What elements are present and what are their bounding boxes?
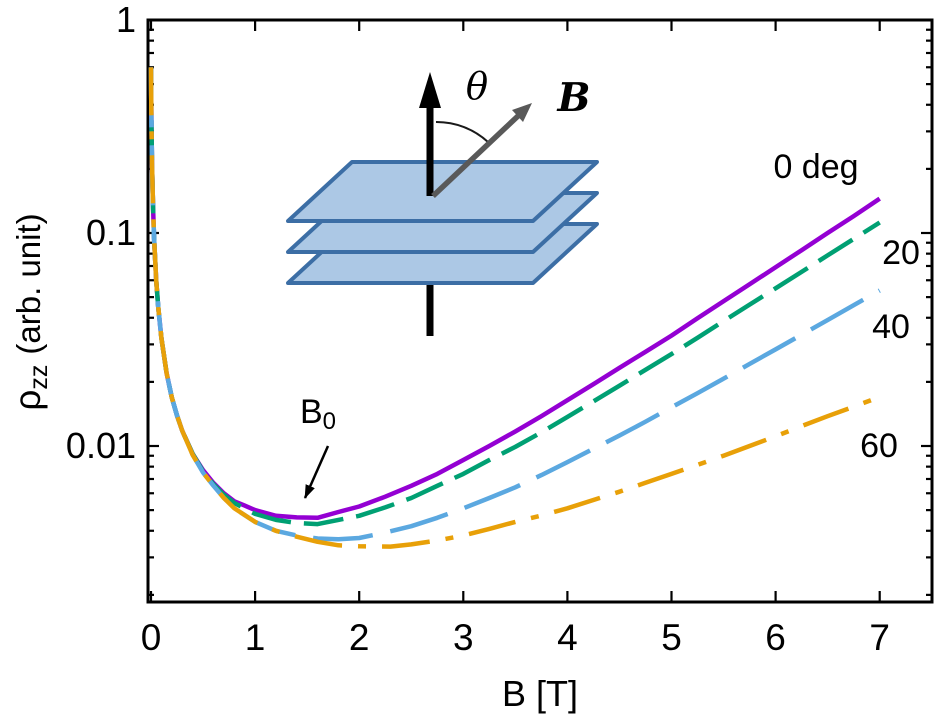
x-tick-label-2: 2 (349, 617, 370, 658)
axis-ticks (148, 18, 932, 602)
rho-subscript: zz (25, 365, 53, 390)
b0-label: B0 (300, 393, 336, 435)
y-axis-title: ρzz (arb. unit) (7, 213, 53, 410)
data-curves (148, 67, 881, 549)
curve-60-deg (148, 67, 881, 549)
b-vector-label: B (557, 75, 591, 121)
x-tick-label-4: 4 (557, 617, 578, 658)
x-tick-label-6: 6 (765, 617, 786, 658)
x-tick-label-7: 7 (869, 617, 890, 658)
b0-annotation: B0 (300, 393, 336, 499)
layer-plate-1 (286, 160, 599, 223)
y-tick-label-0.01: 0.01 (66, 425, 136, 466)
x-axis-title: B [T] (502, 673, 578, 714)
y-tick-label-1: 1 (116, 0, 136, 40)
y-tick-label-0.1: 0.1 (86, 212, 136, 253)
x-tick-label-1: 1 (245, 617, 266, 658)
inset-diagram: θ B (286, 65, 599, 336)
b-field-arrow-shaft (431, 113, 520, 199)
x-tick-label-0: 0 (141, 617, 162, 658)
x-tick-label-5: 5 (661, 617, 682, 658)
b-field-arrow-head (512, 103, 532, 122)
stacking-axis-arrow-head (419, 72, 441, 108)
plot-frame (146, 18, 934, 604)
curve-20-deg (148, 67, 881, 527)
curve-label-0-deg: 0 deg (773, 148, 858, 186)
theta-angle-arc (435, 120, 489, 143)
b0-arrow (303, 445, 330, 499)
theta-label: θ (466, 65, 488, 108)
curve-labels: 0 deg 20 40 60 (773, 148, 919, 465)
x-tick-label-3: 3 (453, 617, 474, 658)
curve-40-deg (148, 67, 881, 542)
y-axis-units: (arb. unit) (10, 213, 47, 354)
curve-label-20-deg: 20 (882, 234, 920, 272)
rho-symbol: ρ (7, 390, 48, 411)
curve-label-60-deg: 60 (860, 427, 898, 465)
axis-tick-labels: 0 1 2 3 4 5 6 7 1 0.1 0.01 (66, 0, 890, 658)
curve-0-deg (148, 67, 881, 521)
curve-label-40-deg: 40 (872, 308, 910, 346)
